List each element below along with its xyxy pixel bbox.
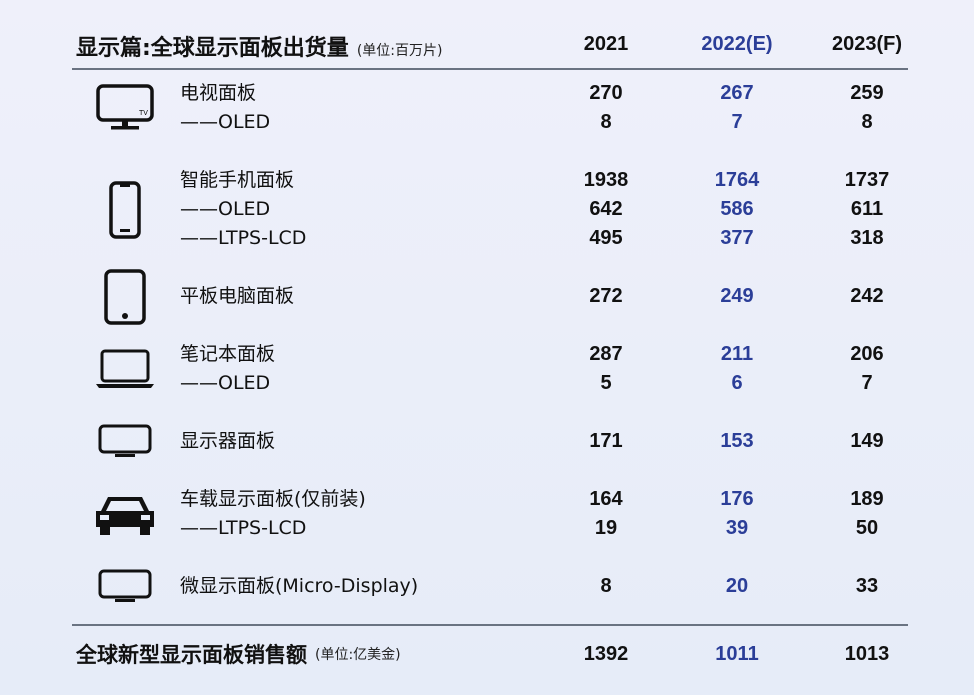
page-title: 显示篇:全球显示面板出货量	[76, 36, 349, 61]
panel-group: 车载显示面板(仅前装) 164 176 189 ——LTPS-LCD 19 39 50	[0, 485, 974, 543]
row-value: 642	[589, 198, 623, 220]
row-label: ——OLED	[180, 372, 271, 394]
row-value: 586	[720, 198, 754, 220]
row-value: 8	[600, 575, 612, 597]
row-value: 611	[850, 198, 884, 220]
row-value: 287	[589, 343, 623, 365]
row-value: 272	[589, 285, 623, 307]
row-label: 笔记本面板	[180, 343, 276, 365]
panel-group: TV 电视面板 270 267 259 ——OLED 8 7 8	[0, 79, 974, 137]
row-value: 270	[589, 82, 623, 104]
year-header-2022: 2022(E)	[701, 33, 773, 55]
row-value: 1764	[714, 169, 760, 191]
row-value: 242	[850, 285, 884, 307]
row-label: 车载显示面板(仅前装)	[180, 488, 366, 510]
table-row: ——LTPS-LCD 19 39 50	[0, 514, 974, 543]
row-value: 7	[861, 372, 873, 394]
row-value: 206	[850, 343, 884, 365]
footer-value-2022: 1011	[715, 643, 759, 665]
row-value: 149	[850, 430, 884, 452]
svg-text:TV: TV	[139, 110, 148, 117]
footer-value-2023: 1013	[844, 643, 890, 665]
table-row: ——LTPS-LCD 495 377 318	[0, 224, 974, 253]
smartphone-icon	[92, 166, 158, 253]
header-divider	[72, 68, 908, 70]
year-header-2023: 2023(F)	[831, 33, 903, 55]
unit-note: (单位:百万片)	[356, 43, 443, 59]
row-value: 1938	[583, 169, 629, 191]
row-value: 7	[731, 111, 743, 133]
table-row: 显示器面板 171 153 149	[0, 427, 974, 456]
table-row: 车载显示面板(仅前装) 164 176 189	[0, 485, 974, 514]
row-value: 8	[600, 111, 612, 133]
row-label: 显示器面板	[180, 430, 276, 452]
row-value: 171	[589, 430, 623, 452]
footer-row: 全球新型显示面板销售额 (单位:亿美金)	[76, 638, 401, 670]
panel-group: 平板电脑面板 272 249 242	[0, 268, 974, 325]
table-header: 显示篇:全球显示面板出货量 (单位:百万片)	[76, 30, 442, 62]
shipment-table: TV 电视面板 270 267 259 ——OLED 8 7 8 智能手机面板 1938 1764 17…	[0, 79, 974, 630]
table-row: 电视面板 270 267 259	[0, 79, 974, 108]
footer-divider	[72, 624, 908, 626]
row-value: 211	[720, 343, 754, 365]
row-value: 176	[720, 488, 754, 510]
table-row: 笔记本面板 287 211 206	[0, 340, 974, 369]
row-value: 164	[589, 488, 623, 510]
row-value: 20	[725, 575, 749, 597]
row-value: 6	[731, 372, 743, 394]
panel-group: 智能手机面板 1938 1764 1737 ——OLED 642 586 611 ——LTPS-…	[0, 166, 974, 253]
row-value: 267	[720, 82, 754, 104]
year-header-2021: 2021	[583, 33, 629, 55]
table-row: ——OLED 8 7 8	[0, 108, 974, 137]
row-label: ——LTPS-LCD	[180, 517, 307, 539]
row-value: 495	[589, 227, 623, 249]
row-value: 249	[720, 285, 754, 307]
row-value: 318	[850, 227, 884, 249]
row-label: ——LTPS-LCD	[180, 227, 307, 249]
table-row: ——OLED 642 586 611	[0, 195, 974, 224]
row-label: ——OLED	[180, 111, 271, 133]
row-value: 39	[725, 517, 749, 539]
row-value: 1737	[844, 169, 890, 191]
panel-group: 显示器面板 171 153 149	[0, 424, 974, 457]
row-value: 50	[855, 517, 879, 539]
panel-group: 笔记本面板 287 211 206 ——OLED 5 6 7	[0, 340, 974, 398]
row-label: 微显示面板(Micro-Display)	[180, 575, 419, 597]
row-value: 5	[600, 372, 612, 394]
row-label: 平板电脑面板	[180, 285, 295, 307]
tv-icon: TV	[92, 79, 158, 137]
row-label: 电视面板	[180, 82, 257, 104]
table-row: 智能手机面板 1938 1764 1737	[0, 166, 974, 195]
row-value: 189	[850, 488, 884, 510]
micro-display-icon	[92, 569, 158, 602]
footer-unit: (单位:亿美金)	[315, 647, 401, 663]
table-row: 平板电脑面板 272 249 242	[0, 282, 974, 311]
row-value: 259	[850, 82, 884, 104]
monitor-icon	[92, 424, 158, 457]
row-label: ——OLED	[180, 198, 271, 220]
panel-group: 微显示面板(Micro-Display) 8 20 33	[0, 569, 974, 602]
laptop-icon	[92, 340, 158, 398]
row-value: 33	[855, 575, 879, 597]
row-value: 153	[720, 430, 754, 452]
table-row: 微显示面板(Micro-Display) 8 20 33	[0, 572, 974, 601]
row-value: 8	[861, 111, 873, 133]
row-value: 377	[720, 227, 754, 249]
row-label: 智能手机面板	[180, 169, 295, 191]
footer-title: 全球新型显示面板销售额	[76, 643, 307, 667]
tablet-icon	[92, 268, 158, 325]
table-row: ——OLED 5 6 7	[0, 369, 974, 398]
footer-value-2021: 1392	[583, 643, 629, 665]
row-value: 19	[594, 517, 618, 539]
car-icon	[92, 485, 158, 543]
